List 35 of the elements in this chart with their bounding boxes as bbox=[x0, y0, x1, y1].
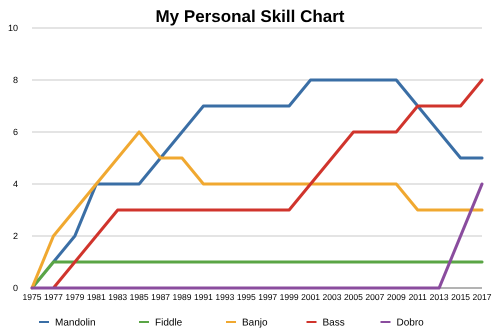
x-tick-label: 1975 bbox=[22, 292, 42, 302]
x-tick-label: 1999 bbox=[280, 292, 299, 302]
x-tick-label: 2001 bbox=[301, 292, 320, 302]
y-tick-label: 2 bbox=[12, 231, 18, 242]
legend-label: Fiddle bbox=[155, 318, 183, 328]
y-tick-label: 0 bbox=[12, 283, 18, 294]
x-tick-label: 2011 bbox=[408, 292, 428, 302]
legend-label: Dobro bbox=[396, 318, 424, 328]
x-tick-label: 2017 bbox=[472, 292, 492, 302]
y-tick-label: 8 bbox=[12, 75, 18, 86]
x-tick-label: 1987 bbox=[151, 292, 170, 302]
x-tick-label: 2009 bbox=[386, 292, 406, 302]
x-tick-label: 1983 bbox=[108, 292, 128, 302]
x-tick-label: 1991 bbox=[194, 292, 214, 302]
line-series bbox=[30, 130, 484, 290]
x-tick-label: 1997 bbox=[258, 292, 278, 302]
x-tick-label: 1981 bbox=[86, 292, 106, 302]
x-tick-label: 1995 bbox=[236, 292, 256, 302]
x-tick-label: 1989 bbox=[172, 292, 192, 302]
y-tick-label: 10 bbox=[8, 23, 18, 34]
x-tick-label: 2015 bbox=[451, 292, 470, 302]
legend-label: Bass bbox=[322, 318, 345, 328]
x-tick-label: 1993 bbox=[215, 292, 235, 302]
legend-label: Banjo bbox=[242, 318, 268, 328]
x-tick-label: 2013 bbox=[430, 292, 449, 302]
chart-title: My Personal Skill Chart bbox=[156, 7, 345, 26]
x-tick-label: 1979 bbox=[65, 292, 85, 302]
x-tick-label: 2003 bbox=[322, 292, 342, 302]
x-tick-label: 2005 bbox=[344, 292, 364, 302]
x-tick-label: 2007 bbox=[365, 292, 385, 302]
y-tick-label: 6 bbox=[12, 127, 18, 138]
legend-label: Mandolin bbox=[55, 318, 96, 328]
x-tick-label: 1985 bbox=[130, 292, 149, 302]
y-tick-label: 4 bbox=[12, 179, 18, 190]
x-tick-label: 1977 bbox=[44, 292, 64, 302]
